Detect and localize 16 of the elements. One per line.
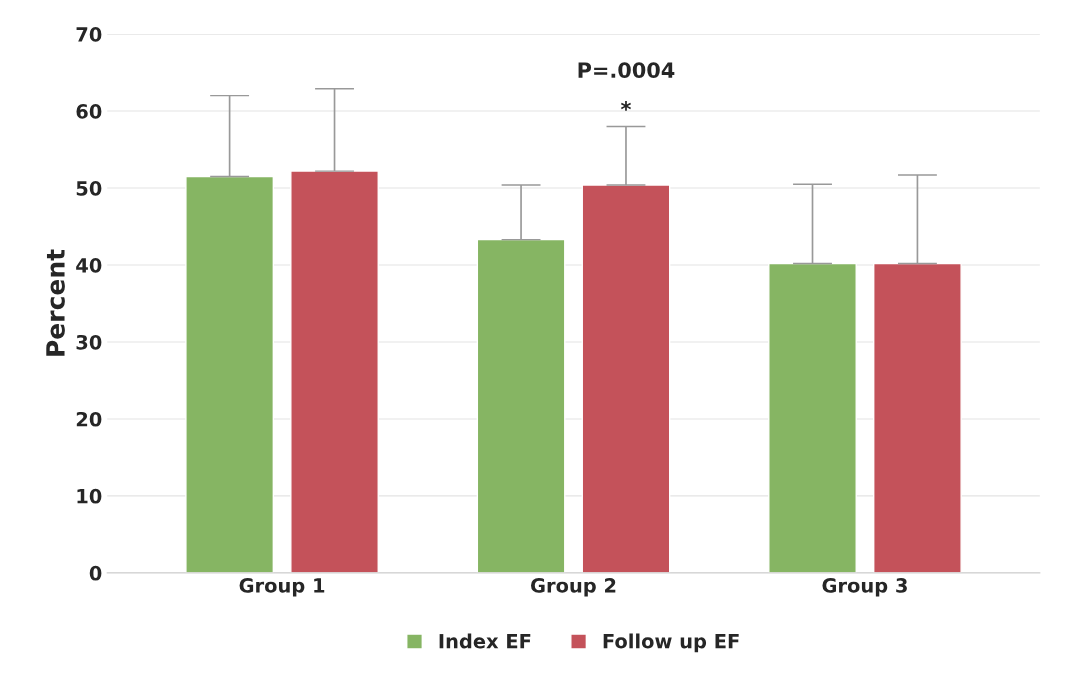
- y-tick-label: 0: [89, 565, 102, 581]
- y-tick-label: 60: [76, 104, 102, 119]
- y-tick-label: 40: [76, 257, 102, 273]
- y-tick-label: 70: [76, 27, 102, 42]
- annotation: P=.0004: [578, 62, 675, 78]
- y-tick-label: 50: [76, 180, 102, 196]
- y-axis-title: Percent: [46, 249, 65, 356]
- y-tick-label: 20: [76, 411, 102, 427]
- x-tick-label: Group 2: [531, 578, 616, 597]
- legend-label: Follow up EF: [603, 633, 739, 653]
- y-tick-label: 10: [77, 488, 102, 504]
- legend-label: Index EF: [439, 633, 531, 649]
- x-tick-label: Group 1: [239, 578, 325, 597]
- x-tick-label: Group 3: [822, 578, 907, 597]
- annotation: *: [620, 101, 632, 111]
- y-tick-label: 30: [76, 334, 102, 350]
